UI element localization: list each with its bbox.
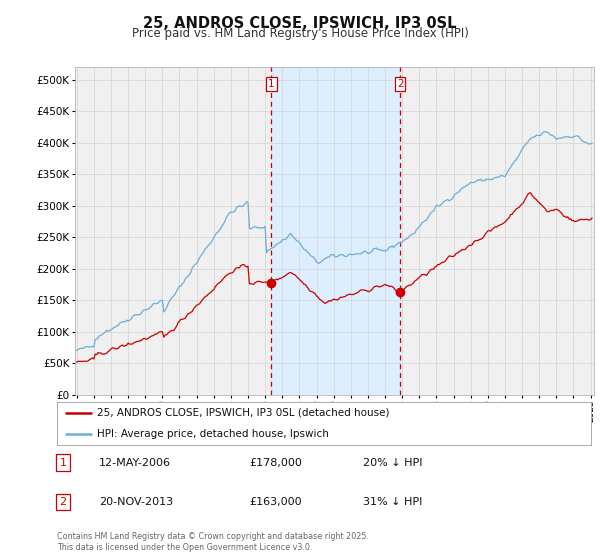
Text: £178,000: £178,000 — [249, 458, 302, 468]
Text: 20-NOV-2013: 20-NOV-2013 — [99, 497, 173, 507]
Text: 12-MAY-2006: 12-MAY-2006 — [99, 458, 171, 468]
Text: £163,000: £163,000 — [249, 497, 302, 507]
Text: 25, ANDROS CLOSE, IPSWICH, IP3 0SL (detached house): 25, ANDROS CLOSE, IPSWICH, IP3 0SL (deta… — [97, 408, 389, 418]
Text: Price paid vs. HM Land Registry's House Price Index (HPI): Price paid vs. HM Land Registry's House … — [131, 27, 469, 40]
Text: 25, ANDROS CLOSE, IPSWICH, IP3 0SL: 25, ANDROS CLOSE, IPSWICH, IP3 0SL — [143, 16, 457, 31]
Text: 2: 2 — [397, 78, 403, 88]
Text: 31% ↓ HPI: 31% ↓ HPI — [363, 497, 422, 507]
Text: 1: 1 — [59, 458, 67, 468]
Text: 2: 2 — [59, 497, 67, 507]
Text: 20% ↓ HPI: 20% ↓ HPI — [363, 458, 422, 468]
Text: 1: 1 — [268, 78, 275, 88]
Bar — [271, 67, 400, 395]
Text: Contains HM Land Registry data © Crown copyright and database right 2025.
This d: Contains HM Land Registry data © Crown c… — [57, 532, 369, 552]
Text: HPI: Average price, detached house, Ipswich: HPI: Average price, detached house, Ipsw… — [97, 430, 329, 440]
